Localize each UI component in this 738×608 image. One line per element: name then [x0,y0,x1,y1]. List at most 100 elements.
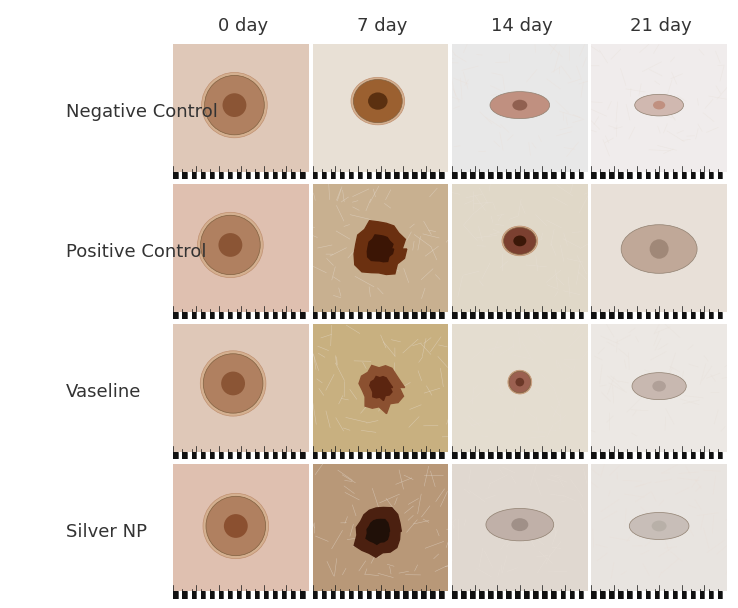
Bar [542,452,547,459]
Bar [435,592,439,599]
Bar [723,172,727,179]
Bar [570,312,574,319]
Bar [187,452,192,459]
Bar [394,312,399,319]
Bar [426,592,430,599]
Bar [237,452,241,459]
Bar [655,172,659,179]
Bar [218,592,223,599]
Bar [273,592,277,599]
Bar [565,312,570,319]
Bar [390,312,394,319]
Bar [596,452,601,459]
Bar [534,312,538,319]
Bar [407,452,412,459]
Bar [444,172,448,179]
Bar [686,312,691,319]
Bar [677,452,682,459]
Bar [623,452,627,459]
Bar [412,312,417,319]
Bar [723,312,727,319]
Bar [461,312,466,319]
Bar [354,312,358,319]
Bar [339,312,345,319]
Bar [362,592,367,599]
Bar [636,592,641,599]
Bar [282,312,286,319]
Bar [291,592,295,599]
Bar [241,452,246,459]
Bar [358,592,362,599]
Bar [246,172,250,179]
Bar [579,172,583,179]
Bar [605,452,610,459]
Bar [430,172,435,179]
Bar [700,452,704,459]
Bar [376,592,381,599]
Bar [646,312,650,319]
Bar [196,172,201,179]
Bar [663,592,668,599]
Ellipse shape [652,520,666,531]
Bar [264,172,269,179]
Bar [269,592,273,599]
Bar [335,312,339,319]
Bar [506,172,511,179]
Bar [483,312,489,319]
Bar [417,312,421,319]
Ellipse shape [503,227,536,254]
Ellipse shape [201,215,261,275]
Bar [417,452,421,459]
Bar [632,452,636,459]
Bar [682,172,686,179]
Bar [515,172,520,179]
Bar [407,592,412,599]
Bar [295,452,300,459]
Bar [435,312,439,319]
Bar [646,172,650,179]
Bar [269,172,273,179]
Bar [277,452,282,459]
Bar [718,452,723,459]
Bar [255,312,259,319]
Bar [708,592,714,599]
Ellipse shape [206,496,266,556]
Ellipse shape [203,354,263,413]
Bar [704,592,708,599]
Bar [565,592,570,599]
Ellipse shape [201,72,267,138]
Bar [668,172,673,179]
Bar [457,312,461,319]
Bar [223,312,227,319]
Bar [511,452,515,459]
Ellipse shape [653,101,665,109]
Ellipse shape [514,235,526,246]
Bar [390,172,394,179]
Bar [452,172,457,179]
Bar [475,452,479,459]
Text: Negative Control: Negative Control [66,103,218,122]
Bar [452,312,457,319]
Bar [479,452,483,459]
Bar [259,452,263,459]
Bar [632,592,636,599]
Bar [600,592,605,599]
Bar [385,312,390,319]
Bar [700,312,704,319]
Bar [627,172,632,179]
Bar [673,592,677,599]
Ellipse shape [354,80,402,123]
Ellipse shape [223,93,246,117]
Bar [300,312,305,319]
Bar [286,592,291,599]
Bar [214,452,218,459]
Text: 21 day: 21 day [630,17,692,35]
Bar [506,592,511,599]
Polygon shape [359,365,404,413]
Bar [273,172,277,179]
Bar [246,452,250,459]
Bar [317,312,322,319]
Bar [390,452,394,459]
Bar [191,452,196,459]
Bar [574,592,579,599]
